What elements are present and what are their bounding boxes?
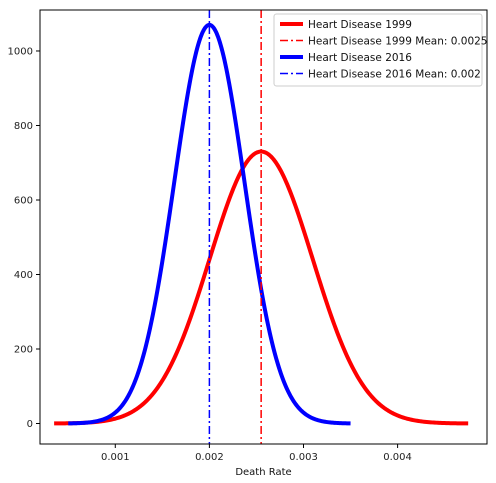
- y-tick-label: 600: [14, 195, 33, 206]
- plot-area: [53, 10, 469, 444]
- y-axis: 0 200 400 600 800 1000: [8, 46, 40, 430]
- y-tick-label: 1000: [8, 46, 33, 57]
- legend-label: Heart Disease 1999: [308, 19, 412, 31]
- axes-frame: [39, 9, 488, 445]
- x-axis: 0.001 0.002 0.003 0.004: [101, 444, 412, 463]
- x-axis-label: Death Rate: [235, 467, 291, 478]
- y-tick-label: 200: [14, 345, 33, 356]
- legend-box: [273, 13, 483, 87]
- legend-label: Heart Disease 2016 Mean: 0.002: [308, 68, 481, 80]
- legend: Heart Disease 1999 Heart Disease 1999 Mea…: [273, 13, 487, 87]
- x-tick-label: 0.002: [195, 452, 224, 463]
- x-tick-label: 0.001: [101, 452, 130, 463]
- y-tick-label: 800: [14, 121, 33, 132]
- y-tick-label: 400: [14, 270, 33, 281]
- y-tick-label: 0: [27, 419, 33, 430]
- legend-label: Heart Disease 2016: [308, 52, 412, 64]
- series-line-2: [67, 22, 352, 426]
- x-tick-label: 0.003: [289, 452, 318, 463]
- legend-label: Heart Disease 1999 Mean: 0.0025: [308, 35, 487, 47]
- series-line-1: [53, 149, 469, 426]
- x-tick-label: 0.004: [383, 452, 412, 463]
